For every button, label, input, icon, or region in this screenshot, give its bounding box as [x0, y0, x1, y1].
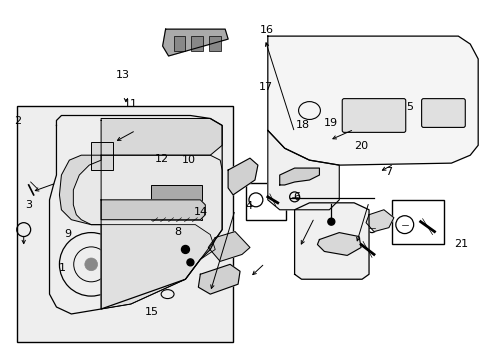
Polygon shape [101, 200, 205, 220]
Bar [173, 36, 185, 51]
Polygon shape [73, 155, 222, 309]
Bar [17, 105, 233, 342]
Text: 18: 18 [295, 120, 309, 130]
Text: 2: 2 [14, 116, 21, 126]
Bar [245, 183, 285, 220]
Circle shape [181, 246, 189, 253]
Text: 11: 11 [123, 99, 137, 109]
FancyBboxPatch shape [421, 99, 464, 127]
Bar [150, 185, 202, 220]
Text: 17: 17 [259, 82, 273, 93]
Text: 12: 12 [154, 154, 168, 163]
Circle shape [85, 258, 97, 271]
Polygon shape [101, 225, 215, 309]
Polygon shape [317, 233, 360, 255]
Text: 14: 14 [193, 207, 207, 217]
Polygon shape [267, 36, 477, 165]
Bar [191, 36, 203, 51]
Polygon shape [60, 155, 101, 225]
Bar [391, 200, 444, 244]
Text: 20: 20 [353, 141, 367, 152]
Text: 16: 16 [259, 25, 273, 35]
Text: 7: 7 [385, 167, 391, 177]
Polygon shape [163, 29, 228, 56]
Text: 10: 10 [181, 156, 195, 165]
Text: 13: 13 [116, 69, 130, 80]
Circle shape [327, 218, 334, 225]
Text: 1: 1 [59, 263, 66, 273]
Text: 9: 9 [64, 229, 71, 239]
Polygon shape [208, 231, 249, 261]
Polygon shape [267, 130, 339, 210]
Polygon shape [198, 264, 240, 294]
Text: 3: 3 [25, 200, 32, 210]
Bar [209, 36, 221, 51]
FancyBboxPatch shape [91, 142, 113, 170]
FancyBboxPatch shape [342, 99, 405, 132]
Polygon shape [366, 210, 393, 231]
Text: 21: 21 [454, 239, 468, 249]
Text: 4: 4 [245, 202, 252, 211]
Text: 15: 15 [145, 307, 159, 317]
Text: 19: 19 [323, 118, 337, 128]
Text: 8: 8 [174, 227, 181, 237]
Polygon shape [294, 203, 368, 279]
Circle shape [186, 259, 194, 266]
Text: 6: 6 [292, 192, 300, 202]
Polygon shape [228, 158, 257, 195]
Polygon shape [279, 168, 319, 185]
Polygon shape [101, 118, 222, 155]
Text: 5: 5 [405, 102, 412, 112]
